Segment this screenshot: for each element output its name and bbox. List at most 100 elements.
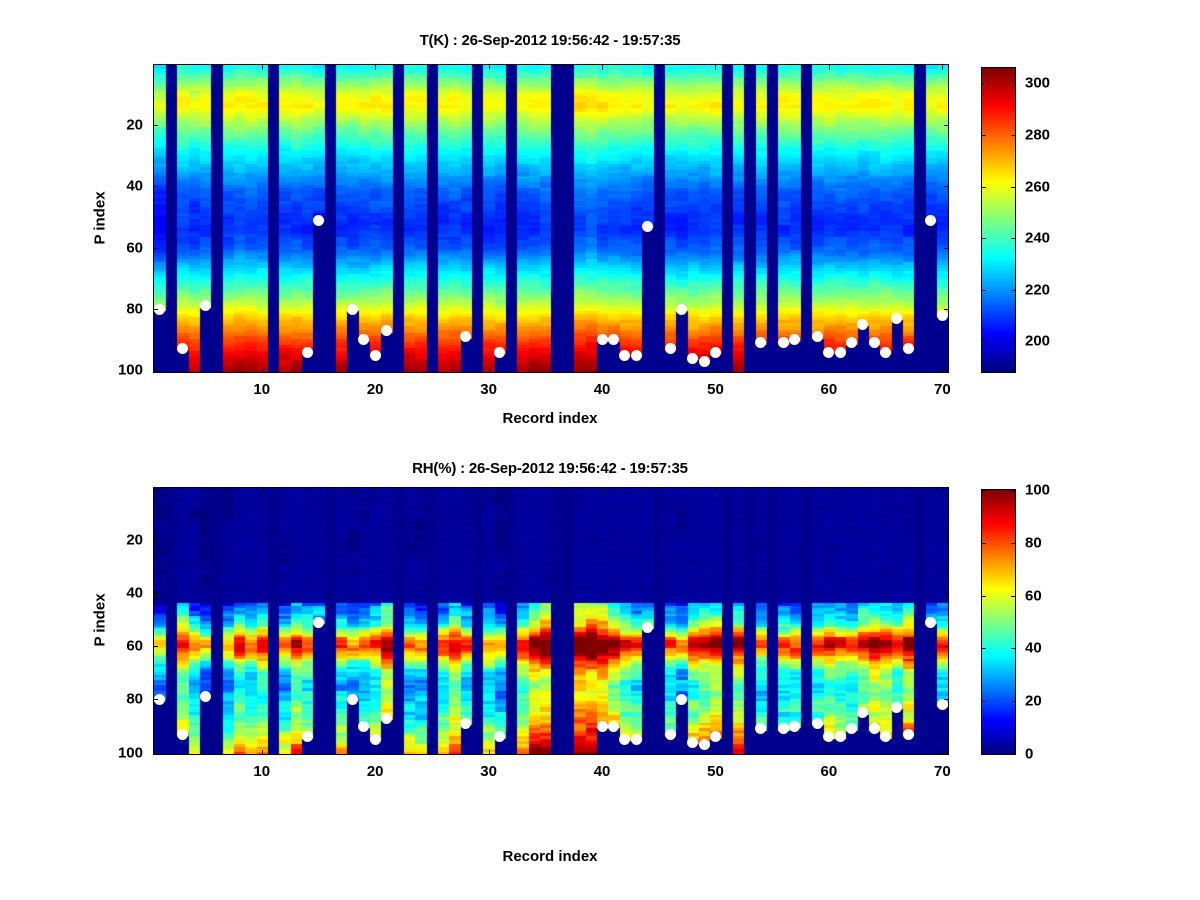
colorbar-tick <box>1011 701 1016 703</box>
surface-pressure-marker <box>301 731 313 743</box>
surface-pressure-marker <box>755 337 767 349</box>
xaxis-tick <box>375 750 377 755</box>
surface-pressure-marker <box>789 334 801 346</box>
colorbar-tick-label: 240 <box>1025 229 1051 247</box>
surface-pressure-marker <box>846 723 858 735</box>
humidity-colorbar[interactable] <box>981 489 1016 755</box>
yaxis-tick <box>944 247 949 249</box>
yaxis-tick-label: 40 <box>126 177 143 195</box>
humidity-xaxis-label: Record index <box>502 848 598 865</box>
yaxis-tick <box>944 186 949 188</box>
colorbar-tick <box>981 648 986 650</box>
surface-pressure-marker <box>925 214 937 226</box>
surface-pressure-marker <box>369 733 381 745</box>
colorbar-tick <box>1011 341 1016 343</box>
xaxis-tick-label: 70 <box>933 381 951 398</box>
xaxis-tick <box>715 488 717 493</box>
surface-pressure-marker <box>880 731 892 743</box>
surface-pressure-marker <box>199 691 211 703</box>
surface-pressure-marker <box>607 720 619 732</box>
yaxis-tick <box>944 539 949 541</box>
surface-pressure-marker <box>675 693 687 705</box>
yaxis-tick-label: 100 <box>117 361 143 379</box>
surface-pressure-marker <box>936 309 948 321</box>
yaxis-tick <box>153 699 158 701</box>
xaxis-tick-label: 10 <box>253 763 271 780</box>
colorbar-tick <box>1011 238 1016 240</box>
surface-pressure-marker <box>846 337 858 349</box>
colorbar-tick-label: 20 <box>1025 692 1042 710</box>
colorbar-tick <box>1011 648 1016 650</box>
surface-pressure-marker <box>709 346 721 358</box>
temperature-colorbar[interactable] <box>981 67 1016 373</box>
xaxis-tick-label: 30 <box>480 763 497 780</box>
xaxis-tick <box>602 750 604 755</box>
temperature-yaxis-label: P index <box>91 191 109 245</box>
xaxis-tick <box>715 750 717 755</box>
xaxis-tick <box>942 488 944 493</box>
surface-pressure-marker <box>460 717 472 729</box>
xaxis-tick <box>602 368 604 373</box>
yaxis-tick-label: 100 <box>117 744 143 762</box>
surface-pressure-marker <box>778 337 790 349</box>
yaxis-tick <box>944 699 949 701</box>
surface-pressure-marker <box>369 349 381 361</box>
surface-pressure-marker <box>596 334 608 346</box>
surface-pressure-marker <box>868 337 880 349</box>
xaxis-tick <box>261 750 263 755</box>
colorbar-tick <box>981 701 986 703</box>
xaxis-tick <box>828 750 830 755</box>
yaxis-tick-label: 80 <box>126 690 143 708</box>
surface-pressure-marker <box>675 303 687 315</box>
colorbar-tick-label: 80 <box>1025 534 1042 552</box>
colorbar-tick <box>1011 490 1016 491</box>
xaxis-tick <box>375 65 377 70</box>
surface-pressure-marker <box>176 728 188 740</box>
surface-pressure-marker <box>936 699 948 711</box>
surface-pressure-marker <box>619 733 631 745</box>
colorbar-tick <box>981 238 986 240</box>
surface-pressure-marker <box>154 693 166 705</box>
colorbar-tick <box>981 134 986 136</box>
humidity-axes <box>153 487 949 755</box>
surface-pressure-marker <box>891 312 903 324</box>
xaxis-tick-label: 70 <box>933 763 951 780</box>
colorbar-tick-label: 220 <box>1025 281 1051 299</box>
surface-pressure-marker <box>381 712 393 724</box>
surface-pressure-marker <box>687 736 699 748</box>
xaxis-tick-label: 40 <box>593 763 611 780</box>
colorbar-tick <box>1011 289 1016 291</box>
xaxis-tick-label: 20 <box>366 763 384 780</box>
xaxis-tick <box>942 65 944 70</box>
surface-pressure-marker <box>709 731 721 743</box>
surface-pressure-marker <box>868 723 880 735</box>
yaxis-tick <box>153 124 158 126</box>
xaxis-tick <box>261 488 263 493</box>
surface-pressure-marker <box>154 303 166 315</box>
surface-pressure-marker <box>630 733 642 745</box>
surface-pressure-marker <box>857 707 869 719</box>
surface-pressure-marker <box>891 701 903 713</box>
surface-pressure-marker <box>823 731 835 743</box>
surface-pressure-marker <box>312 214 324 226</box>
humidity-plot-title: RH(%) : 26-Sep-2012 19:56:42 - 19:57:35 <box>412 460 688 477</box>
surface-pressure-marker <box>698 355 710 367</box>
yaxis-tick <box>153 370 158 372</box>
xaxis-tick <box>261 65 263 70</box>
xaxis-tick <box>375 368 377 373</box>
colorbar-tick <box>1011 754 1016 755</box>
humidity-heatmap-canvas <box>154 488 948 754</box>
yaxis-tick-label: 20 <box>126 531 143 549</box>
yaxis-tick-label: 40 <box>126 584 143 602</box>
surface-pressure-marker <box>778 723 790 735</box>
yaxis-tick <box>944 752 949 754</box>
colorbar-tick-label: 40 <box>1025 639 1042 657</box>
surface-pressure-marker <box>834 346 846 358</box>
surface-pressure-marker <box>857 318 869 330</box>
surface-pressure-marker <box>494 731 506 743</box>
humidity-panel: RH(%) : 26-Sep-2012 19:56:42 - 19:57:35 … <box>0 450 1200 900</box>
colorbar-tick-label: 260 <box>1025 178 1051 195</box>
surface-pressure-marker <box>698 739 710 751</box>
colorbar-tick-label: 300 <box>1025 74 1051 92</box>
surface-pressure-marker <box>630 349 642 361</box>
